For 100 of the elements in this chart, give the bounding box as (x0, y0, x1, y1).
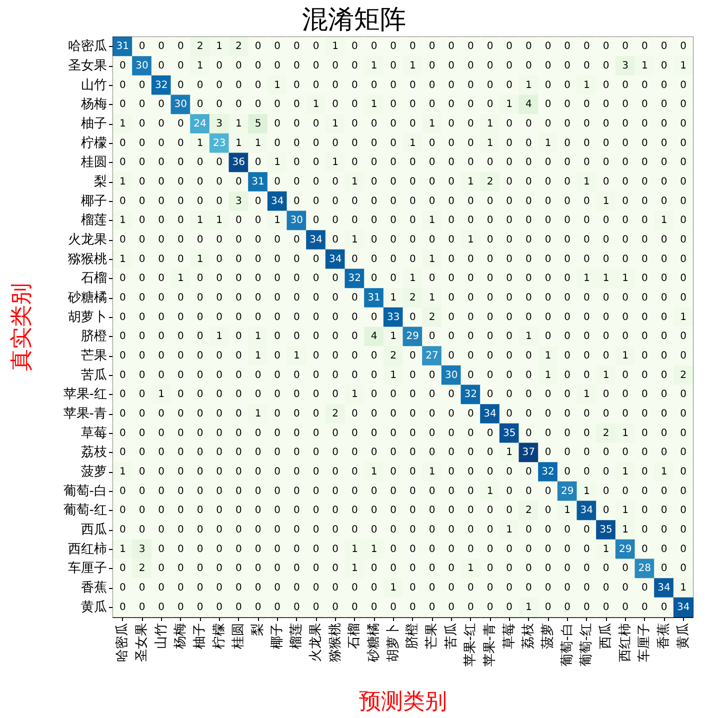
data-label: 0 (544, 524, 552, 536)
data-label: 0 (351, 582, 358, 594)
data-label: 1 (254, 331, 262, 342)
data-label: 0 (544, 254, 552, 265)
data-label: 0 (138, 505, 146, 516)
data-label: 0 (274, 563, 281, 574)
data-label: 0 (660, 563, 668, 574)
data-label: 0 (409, 254, 416, 265)
data-label: 0 (235, 389, 242, 400)
x-axis-title: 预测类别 (359, 690, 447, 714)
data-label: 0 (390, 254, 397, 265)
data-label: 0 (641, 350, 648, 362)
x-tick-label: 椰子 (270, 623, 285, 649)
data-label: 0 (641, 428, 648, 439)
data-label: 0 (622, 215, 629, 226)
data-label: 0 (390, 466, 397, 478)
data-label: 0 (409, 389, 416, 400)
data-label: 0 (216, 312, 223, 323)
data-label: 0 (332, 138, 339, 149)
data-label: 0 (680, 331, 687, 342)
data-label: 0 (467, 273, 474, 284)
data-label: 0 (544, 602, 552, 613)
data-label: 1 (274, 157, 281, 168)
data-label: 0 (622, 80, 629, 91)
data-label: 0 (254, 370, 262, 381)
y-tick-label: 火龙果 (68, 232, 107, 248)
data-label: 0 (467, 118, 474, 130)
data-label: 0 (216, 80, 223, 91)
data-label: 0 (138, 408, 146, 420)
data-label: 0 (351, 196, 358, 207)
data-label: 0 (254, 41, 262, 52)
data-label: 0 (525, 273, 532, 284)
data-label: 0 (583, 118, 590, 130)
data-label: 0 (448, 41, 455, 52)
data-label: 0 (293, 41, 300, 52)
data-label: 0 (351, 138, 358, 149)
data-label: 29 (406, 331, 420, 342)
data-label: 0 (602, 80, 610, 91)
data-label: 0 (602, 157, 610, 168)
data-label: 0 (370, 408, 378, 420)
data-label: 0 (177, 196, 184, 207)
data-label: 0 (680, 138, 687, 149)
data-label: 0 (525, 350, 532, 362)
data-label: 0 (158, 350, 165, 362)
data-label: 0 (525, 234, 532, 246)
data-label: 0 (158, 602, 165, 613)
data-label: 0 (138, 138, 146, 149)
x-tick-label: 葡萄-白 (560, 623, 575, 667)
data-label: 1 (390, 331, 397, 342)
data-label: 0 (525, 312, 532, 323)
data-label: 0 (312, 312, 320, 323)
y-tick-label: 圣女果 (68, 58, 107, 74)
data-label: 0 (138, 215, 146, 226)
data-label: 0 (216, 389, 223, 400)
data-label: 0 (602, 138, 610, 149)
data-label: 0 (293, 118, 300, 130)
data-label: 0 (312, 408, 320, 420)
data-label: 32 (542, 466, 554, 478)
data-label: 0 (564, 176, 571, 188)
data-label: 0 (370, 389, 378, 400)
data-label: 0 (660, 80, 668, 91)
data-label: 0 (274, 234, 281, 246)
data-label: 0 (390, 563, 397, 574)
data-label: 0 (660, 60, 668, 72)
data-label: 1 (254, 138, 262, 149)
data-label: 0 (641, 157, 648, 168)
data-label: 0 (119, 524, 126, 536)
data-label: 0 (428, 60, 436, 72)
data-label: 0 (641, 254, 648, 265)
data-label: 0 (660, 408, 668, 420)
data-label: 0 (641, 370, 648, 381)
data-label: 0 (138, 486, 146, 497)
data-label: 0 (467, 428, 474, 439)
data-label: 0 (467, 505, 474, 516)
data-label: 0 (158, 292, 165, 304)
data-label: 0 (506, 486, 513, 497)
y-tick-label: 梨 (94, 174, 107, 190)
data-label: 0 (564, 370, 571, 381)
data-label: 0 (602, 505, 610, 516)
data-label: 0 (254, 80, 262, 91)
data-label: 0 (119, 563, 126, 574)
data-label: 0 (486, 447, 494, 458)
data-label: 0 (119, 408, 126, 420)
data-label: 0 (293, 524, 300, 536)
data-label: 32 (154, 80, 168, 91)
data-label: 1 (332, 118, 339, 130)
data-label: 0 (158, 138, 165, 149)
y-tick-label: 西瓜 (81, 522, 107, 538)
data-label: 0 (428, 80, 436, 91)
data-label: 0 (622, 563, 629, 574)
data-label: 0 (602, 331, 610, 342)
data-label: 0 (486, 582, 494, 594)
data-label: 0 (138, 254, 146, 265)
data-label: 0 (641, 486, 648, 497)
data-label: 0 (602, 292, 610, 304)
data-label: 0 (583, 331, 590, 342)
data-label: 0 (332, 196, 339, 207)
data-label: 0 (583, 602, 590, 613)
data-label: 0 (390, 80, 397, 91)
data-label: 0 (235, 292, 242, 304)
